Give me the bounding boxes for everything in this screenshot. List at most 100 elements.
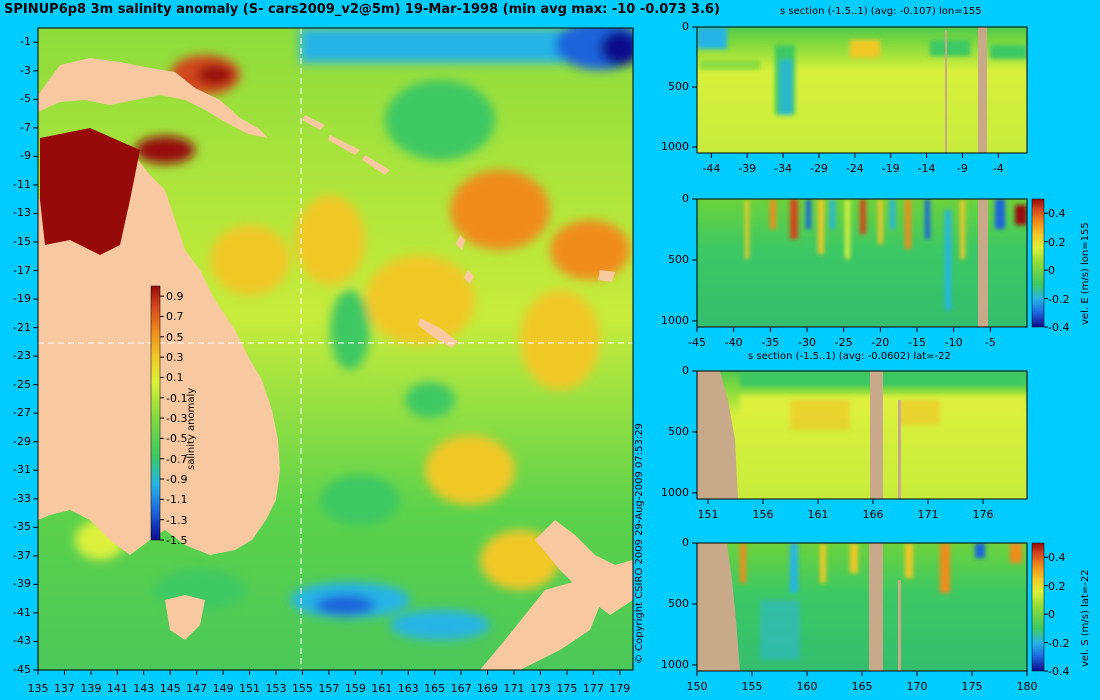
- section-4-x-tick-label: 165: [851, 680, 873, 693]
- section-1-x-tick-label: -9: [956, 162, 968, 175]
- section-2-x-tick-label: -10: [944, 336, 963, 349]
- map-y-tick-label: -25: [13, 377, 31, 391]
- section-3-y-tick-label: 500: [668, 424, 689, 438]
- vanuatu-land: [456, 235, 474, 284]
- map-x-tick-label: 171: [503, 682, 525, 695]
- section-1-x-tick-label: -4: [992, 162, 1004, 175]
- section-2-x-tick-label: -30: [798, 336, 816, 349]
- section-2-x-tick-label: -15: [908, 336, 926, 349]
- section-1-x-tick-label: -44: [702, 162, 721, 175]
- section-1-y-tick-label: 1000: [661, 140, 689, 153]
- section-3-x-tick-label: 161: [807, 508, 829, 521]
- new-caledonia-land: [418, 318, 458, 348]
- section-1: [696, 26, 1028, 154]
- section-3-x-tick-label: 176: [972, 508, 994, 521]
- section-2-x-tick-label: -45: [688, 336, 706, 349]
- section-3-title: s section (-1.5..1) (avg: -0.0602) lat=-…: [748, 351, 951, 362]
- section-4-colorbar-tick-label: -0.4: [1048, 665, 1070, 678]
- map-y-tick-label: -15: [13, 235, 31, 248]
- section-2-colorbar-tick-label: -0.2: [1048, 292, 1070, 306]
- map-x-tick-label: 173: [529, 682, 551, 695]
- map-y-tick-label: -17: [13, 263, 31, 277]
- map-y-tick-label: -21: [13, 320, 31, 334]
- map-colorbar-tick-label: 0.7: [166, 310, 184, 324]
- map-x-tick-label: 137: [53, 682, 75, 695]
- new-zealand-north-land: [535, 520, 633, 615]
- section-4-colorbar-tick-label: 0: [1048, 608, 1055, 622]
- section-2-land: [978, 199, 988, 327]
- map-y-tick-label: -29: [13, 434, 31, 448]
- map-y-tick-label: -9: [20, 149, 31, 163]
- section-2-x-tick-label: -35: [761, 336, 780, 349]
- section-4-x-tick-label: 170: [906, 680, 928, 693]
- section-2-colorbar-tick-label: 0.2: [1048, 235, 1066, 249]
- map-y-tick-label: -11: [13, 177, 31, 191]
- section-4-colorbar-label: vel. S (m/s) lat=-22: [1080, 569, 1091, 667]
- map-y-tick-label: -7: [20, 120, 31, 134]
- map-x-tick-label: 165: [424, 682, 446, 695]
- section-1-y-tick-label: 0: [682, 20, 689, 33]
- section-1-x-tick-label: -29: [809, 162, 828, 175]
- section-4-y-tick-label: 500: [668, 596, 689, 610]
- map-x-tick-label: 177: [582, 682, 604, 695]
- solomon-islands-land: [302, 115, 390, 175]
- section-3: [696, 370, 1028, 500]
- section-1-title: s section (-1.5..1) (avg: -0.107) lon=15…: [780, 6, 982, 17]
- section-2-colorbar: [1031, 198, 1045, 328]
- tasmania-land: [165, 595, 205, 640]
- section-3-y-tick-label: 0: [682, 364, 689, 377]
- map-x-tick-label: 151: [239, 682, 261, 695]
- section-2-y-tick-label: 500: [668, 252, 689, 266]
- map-colorbar-tick-label: -0.5: [166, 432, 188, 446]
- section-2: [696, 198, 1045, 328]
- section-4-y-tick-label: 0: [682, 536, 689, 549]
- map-x-tick-label: 141: [106, 682, 128, 695]
- map-x-tick-label: 157: [318, 682, 340, 695]
- section-1-land: [978, 27, 987, 153]
- copyright-note: © Copyright CSIRO 2009 29-Aug-2009 07:53…: [634, 423, 645, 664]
- map-y-tick-label: -41: [13, 605, 31, 619]
- section-3-y-tick-label: 1000: [661, 485, 689, 499]
- section-4-x-tick-label: 160: [796, 680, 818, 693]
- map-x-tick-label: 153: [265, 682, 287, 695]
- new-zealand-south-land: [480, 580, 600, 670]
- new-guinea-land: [38, 58, 268, 138]
- section-2-x-tick-label: -20: [871, 336, 890, 349]
- map-colorbar-tick-label: -0.7: [166, 452, 188, 466]
- map-x-tick-label: 169: [477, 682, 499, 695]
- section-3-x-tick-label: 166: [862, 508, 884, 521]
- fiji-land: [598, 270, 615, 282]
- section-4-colorbar-tick-label: 0.2: [1048, 579, 1066, 593]
- map-colorbar-tick-label: -0.9: [166, 473, 188, 487]
- section-2-x-tick-label: -25: [834, 336, 853, 349]
- map-y-tick-label: -13: [13, 206, 31, 220]
- map-colorbar-tick-label: 0.1: [166, 371, 184, 385]
- map-colorbar-tick-label: -0.1: [166, 391, 188, 405]
- map-colorbar-tick-label: -1.3: [166, 513, 188, 527]
- map-x-tick-label: 167: [450, 682, 472, 695]
- map-y-tick-label: -3: [20, 63, 31, 77]
- map-y-tick-label: -43: [13, 634, 31, 648]
- section-4-y-tick-label: 1000: [661, 657, 689, 671]
- section-4-x-tick-label: 150: [686, 680, 708, 693]
- map-x-tick-label: 143: [133, 682, 155, 695]
- map-y-tick-label: -27: [13, 406, 31, 420]
- section-3-x-tick-label: 171: [917, 508, 939, 521]
- section-4-x-tick-label: 175: [961, 680, 983, 693]
- map-x-tick-label: 175: [556, 682, 578, 695]
- section-1-x-tick-label: -34: [774, 162, 793, 175]
- section-1-x-tick-label: -14: [917, 162, 936, 175]
- section-3-x-tick-label: 151: [697, 508, 719, 521]
- figure-title: SPINUP6p8 3m salinity anomaly (S- cars20…: [4, 2, 720, 17]
- map-y-tick-label: -45: [13, 663, 31, 676]
- section-2-x-tick-label: -5: [984, 336, 996, 349]
- section-3-land: [697, 371, 738, 499]
- map-x-tick-label: 147: [186, 682, 208, 695]
- map-colorbar-tick-label: -1.1: [166, 493, 188, 507]
- map-frame: [37, 27, 634, 671]
- section-2-colorbar-tick-label: 0: [1048, 264, 1055, 278]
- map-colorbar-tick-label: 0.9: [166, 290, 184, 304]
- map-x-tick-label: 149: [212, 682, 234, 695]
- map-y-tick-label: -37: [13, 548, 31, 562]
- map-x-tick-label: 159: [344, 682, 366, 695]
